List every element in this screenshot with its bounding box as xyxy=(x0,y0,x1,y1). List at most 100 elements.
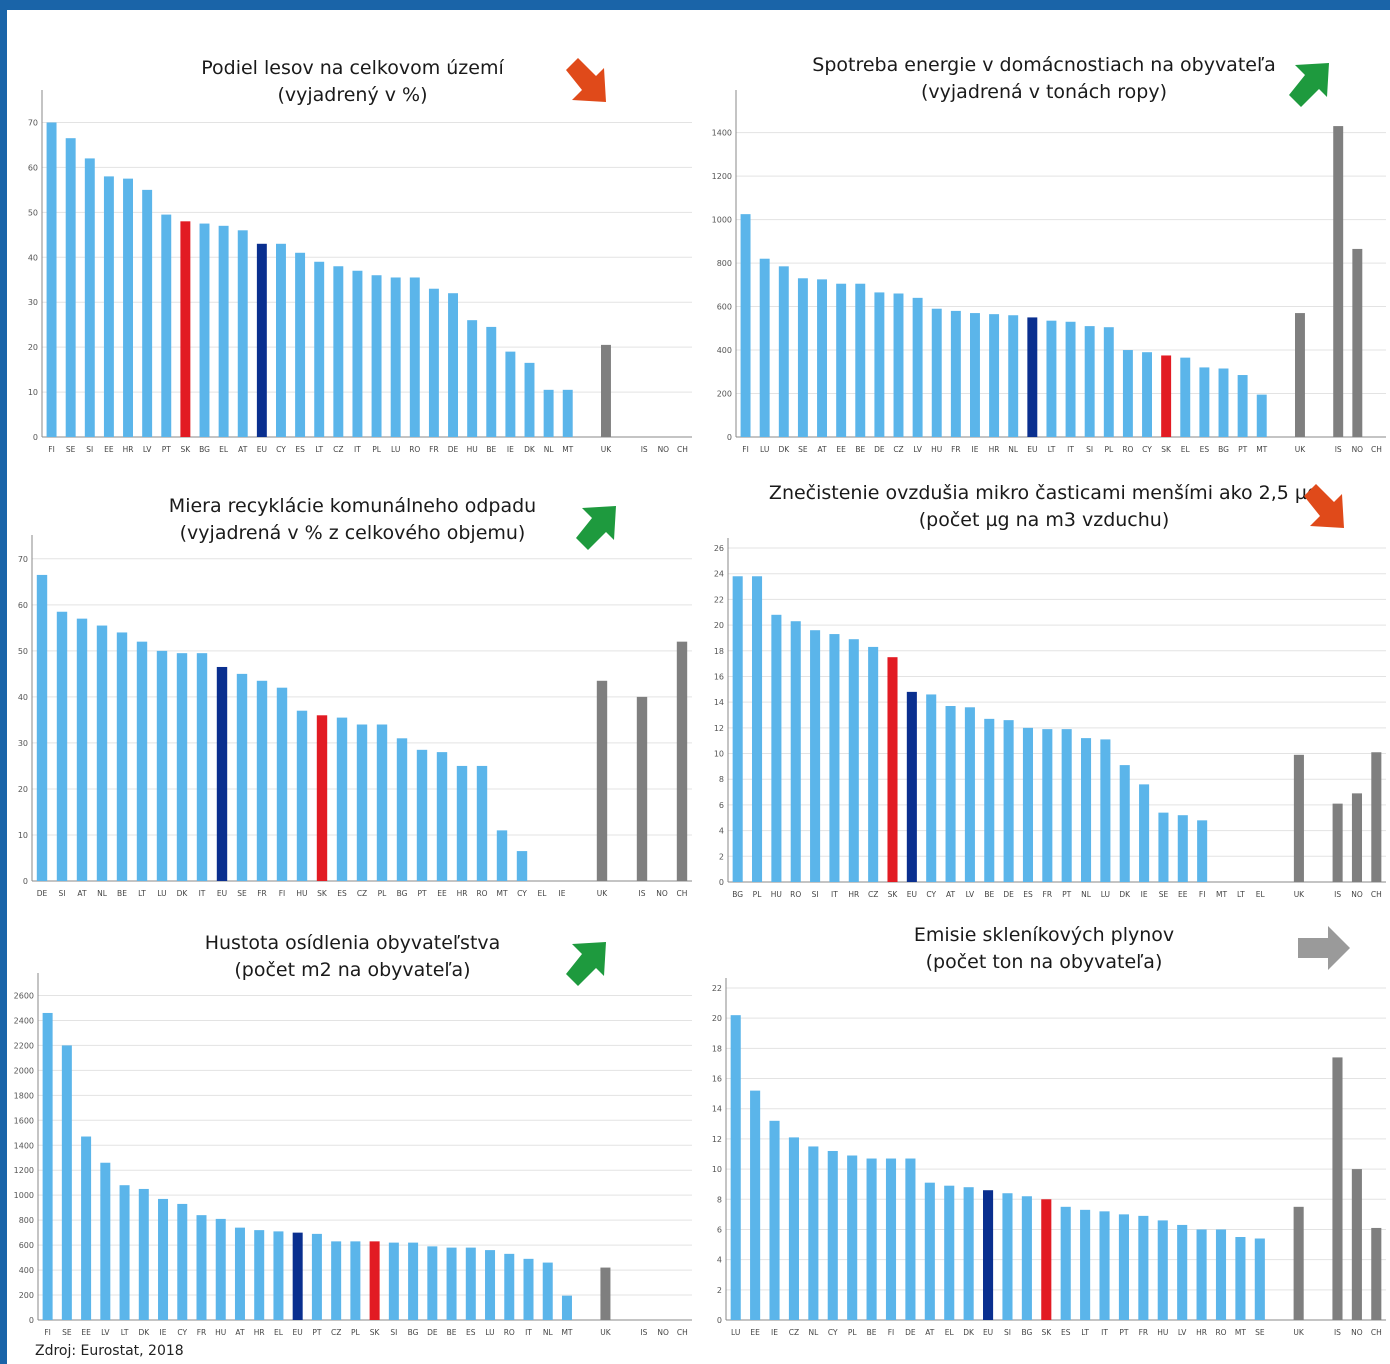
bar-es xyxy=(1199,367,1210,437)
bar-lv xyxy=(100,1162,111,1320)
bar-mt xyxy=(562,389,573,437)
bar-pt xyxy=(1061,729,1072,882)
chart-title-line1: Znečistenie ovzdušia mikro časticami men… xyxy=(768,482,1320,504)
chart-title-line1: Emisie skleníkových plynov xyxy=(913,924,1175,946)
bar-lt xyxy=(1080,1209,1091,1320)
chart-title-line1: Hustota osídlenia obyvateľstva xyxy=(204,932,501,954)
y-tick-label: 1800 xyxy=(14,1091,34,1100)
bar-si xyxy=(84,158,95,437)
bar-hu xyxy=(296,710,308,881)
bar-eu xyxy=(256,243,267,437)
bar-at xyxy=(237,230,248,437)
x-tick-label: SI xyxy=(812,890,819,899)
bar-lt xyxy=(314,261,325,437)
x-tick-label: HU xyxy=(296,889,307,898)
bar-uk xyxy=(1295,313,1305,437)
x-tick-label: DE xyxy=(905,1328,916,1337)
bar-ro xyxy=(476,765,488,881)
chart-title-line2: (počet µg na m3 vzduchu) xyxy=(918,509,1170,531)
bar-is xyxy=(1333,126,1344,437)
y-tick-label: 60 xyxy=(28,163,38,172)
x-tick-label: EL xyxy=(274,1328,284,1337)
bar-hr xyxy=(254,1230,265,1320)
bar-uk xyxy=(600,1267,611,1320)
bar-hu xyxy=(771,614,782,882)
bar-fr xyxy=(950,310,961,437)
x-tick-label: CZ xyxy=(331,1328,341,1337)
bar-dk xyxy=(524,362,535,437)
x-tick-label: NL xyxy=(544,445,555,454)
bar-lv xyxy=(964,707,975,882)
y-tick-label: 600 xyxy=(717,303,732,312)
x-tick-label: EU xyxy=(257,445,267,454)
chart-panel-greenhouse-emissions: Emisie skleníkových plynov (počet ton na… xyxy=(698,920,1390,1343)
y-tick-label: 4 xyxy=(719,827,724,836)
bar-ee xyxy=(1177,815,1188,882)
y-tick-label: 2400 xyxy=(14,1016,34,1025)
x-tick-label: SK xyxy=(317,889,328,898)
x-tick-label: FR xyxy=(951,445,961,454)
x-tick-label: HU xyxy=(467,445,478,454)
y-tick-label: 200 xyxy=(717,390,732,399)
x-tick-label: PL xyxy=(351,1328,361,1337)
y-tick-label: 0 xyxy=(727,433,732,442)
x-tick-label: IS xyxy=(1334,1328,1341,1337)
bar-uk xyxy=(1293,1206,1304,1320)
x-tick-label: DE xyxy=(448,445,459,454)
x-tick-label: EE xyxy=(437,889,447,898)
bar-sk xyxy=(1161,355,1172,437)
y-tick-label: 10 xyxy=(714,750,724,759)
bar-se xyxy=(65,138,76,437)
arrow-up-right-icon-shape xyxy=(1289,63,1329,107)
bar-ro xyxy=(504,1253,515,1320)
bar-no xyxy=(1351,1169,1362,1320)
x-tick-label: HR xyxy=(848,890,859,899)
bar-is xyxy=(1332,1057,1343,1320)
x-tick-label: CH xyxy=(1371,1328,1382,1337)
bar-ie xyxy=(505,351,516,437)
bar-no xyxy=(1351,793,1363,882)
bar-fi xyxy=(276,687,288,881)
x-tick-label: SI xyxy=(390,1328,397,1337)
bar-fr xyxy=(196,1215,207,1320)
x-tick-label: BE xyxy=(486,445,496,454)
bar-pl xyxy=(1103,327,1114,437)
y-tick-label: 60 xyxy=(18,601,28,610)
arrow-up-right-icon xyxy=(560,934,622,986)
chart-title-line2: (počet m2 na obyvateľa) xyxy=(234,959,471,981)
x-tick-label: FR xyxy=(257,889,267,898)
chart-panel-waste-recycling: Miera recyklácie komunálneho odpadu (vyj… xyxy=(10,490,695,905)
bar-cz xyxy=(356,724,368,881)
bar-cz xyxy=(893,293,904,437)
bar-dk xyxy=(176,653,188,881)
bar-lu xyxy=(1100,739,1111,882)
bar-is xyxy=(636,696,648,881)
x-tick-label: LV xyxy=(101,1328,110,1337)
x-tick-label: SI xyxy=(86,445,93,454)
bar-si xyxy=(388,1242,399,1320)
bar-it xyxy=(1099,1211,1110,1320)
x-tick-label: SK xyxy=(181,445,192,454)
y-tick-label: 2 xyxy=(719,852,724,861)
bar-no xyxy=(1352,248,1363,437)
x-tick-label: IT xyxy=(831,890,838,899)
bar-nl xyxy=(542,1262,553,1320)
x-tick-label: NO xyxy=(1351,1328,1363,1337)
y-tick-label: 22 xyxy=(714,595,724,604)
bar-lu xyxy=(156,650,168,881)
bar-nl xyxy=(96,625,108,881)
x-tick-label: MT xyxy=(1256,445,1267,454)
x-tick-label: CY xyxy=(1142,445,1152,454)
chart-title: Emisie skleníkových plynov (počet ton na… xyxy=(698,922,1390,976)
y-tick-label: 50 xyxy=(28,208,38,217)
bar-bg xyxy=(199,223,210,437)
x-tick-label: IS xyxy=(1334,890,1341,899)
x-tick-label: FI xyxy=(279,889,286,898)
x-tick-label: SK xyxy=(370,1328,381,1337)
bar-at xyxy=(234,1227,245,1320)
bar-dk xyxy=(778,266,789,437)
x-tick-label: FR xyxy=(1139,1328,1149,1337)
chart-panel-household-energy: Spotreba energie v domácnostiach na obyv… xyxy=(698,50,1390,460)
x-tick-label: HR xyxy=(254,1328,265,1337)
x-tick-label: IE xyxy=(1141,890,1148,899)
